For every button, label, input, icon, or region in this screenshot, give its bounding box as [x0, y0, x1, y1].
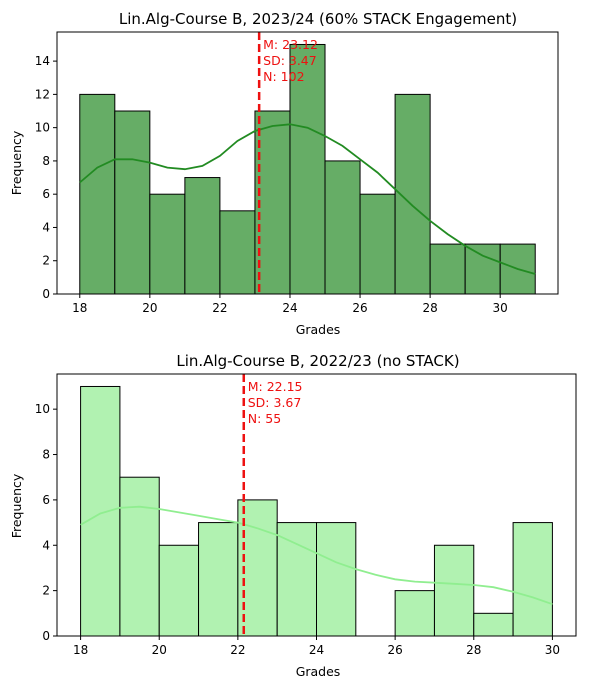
- histogram-chart-2023-24: Lin.Alg-Course B, 2023/24 (60% STACK Eng…: [9, 10, 559, 337]
- histogram-bar: [316, 522, 357, 637]
- x-tick-label: 30: [545, 643, 560, 657]
- histogram-bar: [512, 522, 553, 637]
- y-tick-label: 8: [42, 448, 50, 462]
- x-tick-label: 26: [352, 301, 367, 315]
- stats-annotation-line: SD: 3.47: [263, 53, 317, 68]
- stats-annotation-line: N: 55: [248, 411, 281, 426]
- x-tick-label: 20: [142, 301, 157, 315]
- y-tick-label: 0: [42, 287, 50, 301]
- x-axis-label: Grades: [296, 664, 341, 679]
- y-axis-label: Frequency: [9, 130, 24, 195]
- y-tick-label: 6: [42, 493, 50, 507]
- histogram-bar: [254, 110, 291, 295]
- y-tick-label: 4: [42, 220, 50, 234]
- x-tick-label: 18: [72, 301, 87, 315]
- kde-curve: [80, 505, 553, 606]
- x-tick-label: 24: [282, 301, 297, 315]
- y-axis-label: Frequency: [9, 473, 24, 538]
- y-tick-label: 12: [35, 87, 50, 101]
- histogram-bar: [80, 385, 121, 637]
- stats-annotation-line: N: 102: [263, 69, 304, 84]
- x-tick-label: 26: [387, 643, 402, 657]
- y-tick-label: 14: [35, 54, 50, 68]
- kde-curve: [79, 123, 536, 275]
- histogram-bar: [433, 544, 475, 637]
- chart-title: Lin.Alg-Course B, 2022/23 (no STACK): [176, 352, 459, 370]
- x-tick-label: 20: [152, 643, 167, 657]
- y-tick-label: 8: [42, 154, 50, 168]
- y-tick-label: 2: [42, 254, 50, 268]
- stats-annotation-line: M: 22.15: [248, 379, 303, 394]
- histogram-bar: [394, 590, 435, 637]
- x-tick-label: 24: [309, 643, 324, 657]
- y-tick-label: 4: [42, 538, 50, 552]
- histogram-bar: [158, 544, 200, 637]
- histogram-bar: [149, 193, 186, 295]
- histogram-bar: [473, 612, 514, 637]
- histogram-bar: [198, 522, 239, 637]
- histogram-bar: [359, 193, 396, 295]
- y-tick-label: 2: [42, 584, 50, 598]
- x-tick-label: 22: [230, 643, 245, 657]
- y-tick-label: 0: [42, 629, 50, 643]
- y-tick-label: 10: [35, 121, 50, 135]
- x-tick-label: 28: [422, 301, 437, 315]
- histogram-bar: [184, 177, 221, 295]
- x-axis-label: Grades: [296, 322, 341, 337]
- chart-title: Lin.Alg-Course B, 2023/24 (60% STACK Eng…: [119, 10, 517, 28]
- histogram-bar: [276, 522, 318, 637]
- histogram-bar: [114, 110, 151, 295]
- x-tick-label: 30: [493, 301, 508, 315]
- histogram-bar: [79, 93, 116, 295]
- histogram-bar: [289, 43, 326, 295]
- stats-annotation-line: SD: 3.67: [248, 395, 302, 410]
- histogram-bar: [429, 243, 466, 295]
- histogram-bar: [464, 243, 501, 295]
- y-tick-label: 10: [35, 402, 50, 416]
- x-tick-label: 18: [73, 643, 88, 657]
- histogram-bar: [119, 476, 160, 637]
- axes-frame: [56, 31, 559, 295]
- histogram-bar: [324, 160, 361, 295]
- stats-annotation-line: M: 23.12: [263, 37, 318, 52]
- x-tick-label: 28: [466, 643, 481, 657]
- histogram-chart-2022-23: Lin.Alg-Course B, 2022/23 (no STACK) Gra…: [9, 352, 577, 679]
- y-tick-label: 6: [42, 187, 50, 201]
- x-tick-label: 22: [212, 301, 227, 315]
- histogram-bar: [219, 210, 256, 295]
